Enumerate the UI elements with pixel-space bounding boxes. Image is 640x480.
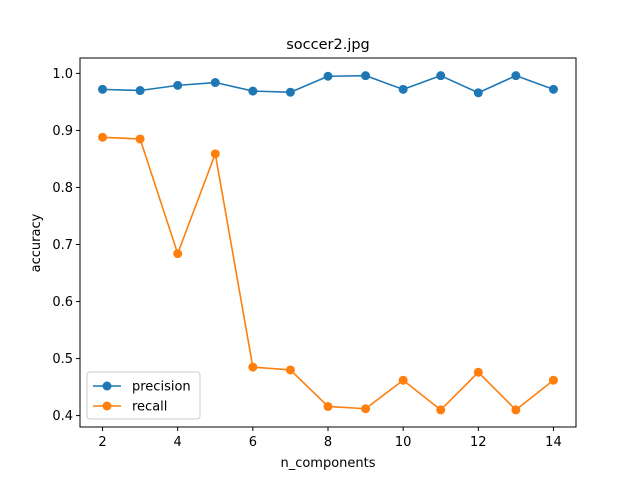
y-axis-label: accuracy	[29, 213, 44, 272]
data-point-recall	[548, 375, 558, 385]
x-tick-label: 10	[395, 435, 412, 450]
data-point-recall	[210, 149, 220, 159]
data-point-precision	[473, 88, 483, 98]
plot-frame	[79, 57, 577, 428]
y-tick-label: 0.9	[52, 124, 73, 139]
data-point-precision	[398, 84, 408, 94]
data-point-recall	[398, 375, 408, 385]
data-point-precision	[436, 71, 446, 81]
data-point-precision	[548, 84, 558, 94]
data-point-precision	[285, 87, 295, 97]
legend-marker-recall	[102, 401, 112, 411]
legend-box	[86, 371, 201, 420]
series-layer	[98, 71, 558, 415]
series-line-recall	[102, 136, 554, 411]
data-point-recall	[436, 405, 446, 415]
data-point-recall	[511, 405, 521, 415]
data-point-precision	[323, 71, 333, 81]
x-tick-label: 8	[324, 435, 332, 450]
x-tick-label: 4	[174, 435, 182, 450]
chart-title: soccer2.jpg	[286, 37, 370, 53]
data-point-recall	[135, 134, 145, 144]
data-point-precision	[248, 86, 258, 96]
data-point-recall	[473, 367, 483, 377]
data-point-precision	[173, 80, 183, 90]
data-point-precision	[361, 71, 371, 81]
data-point-recall	[248, 362, 258, 372]
data-point-recall	[98, 132, 108, 142]
data-point-recall	[285, 365, 295, 375]
data-point-precision	[511, 71, 521, 81]
data-point-precision	[135, 86, 145, 96]
y-tick-label: 0.5	[52, 352, 73, 367]
y-tick-label: 0.6	[52, 295, 73, 310]
data-point-recall	[361, 404, 371, 414]
x-tick-label: 6	[249, 435, 257, 450]
legend: precision recall	[86, 371, 201, 420]
legend-label-recall: recall	[132, 400, 167, 415]
y-tick-label: 1.0	[52, 67, 73, 82]
data-point-precision	[210, 78, 220, 88]
y-tick-label: 0.4	[52, 409, 73, 424]
x-tick-label: 2	[98, 435, 106, 450]
y-tick-label: 0.8	[52, 181, 73, 196]
legend-label-precision: precision	[132, 380, 191, 395]
x-tick-label: 12	[470, 435, 487, 450]
data-point-precision	[98, 84, 108, 94]
ticks-group: 2 4 6 8 10 12 14 0.4 0.5 0.6 0.7 0.8 0.9 1.0	[52, 67, 561, 450]
x-tick-label: 14	[545, 435, 562, 450]
data-point-recall	[323, 401, 333, 411]
legend-marker-precision	[102, 381, 112, 391]
y-tick-label: 0.7	[52, 238, 73, 253]
data-point-recall	[173, 249, 183, 259]
x-axis-label: n_components	[280, 456, 375, 471]
